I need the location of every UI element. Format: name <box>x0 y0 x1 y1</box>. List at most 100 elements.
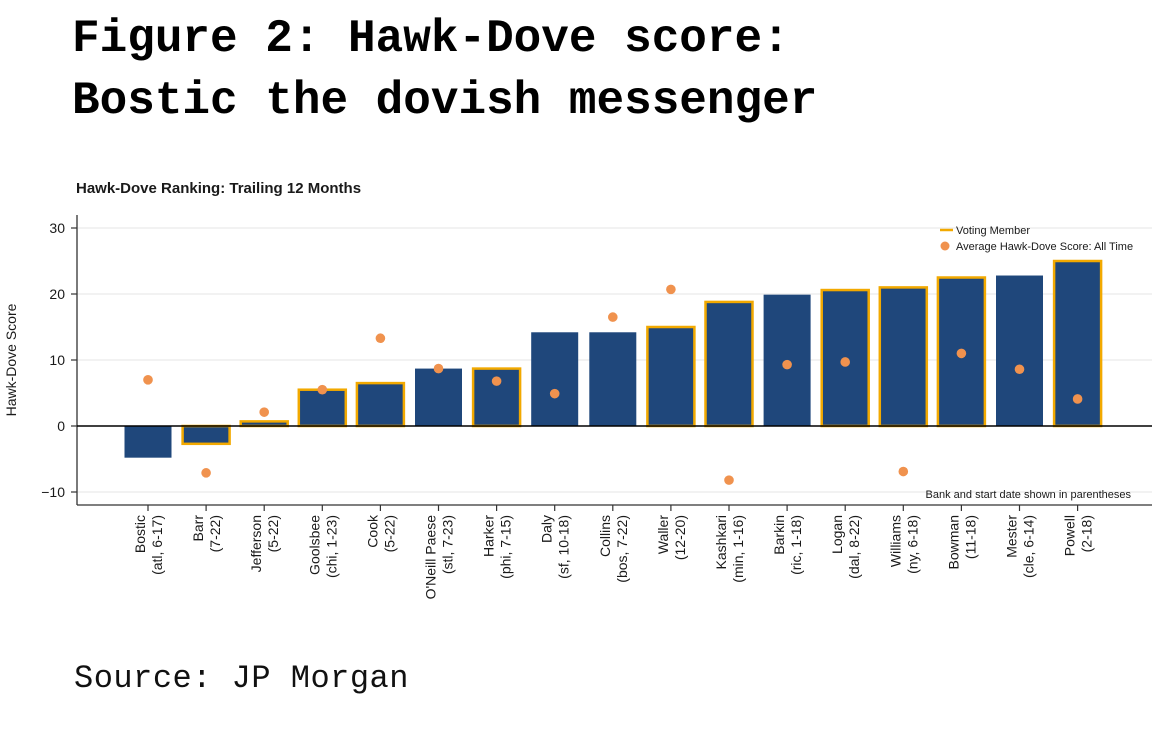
x-tick-label: Barkin (ric, 1-18) <box>771 515 804 575</box>
x-tick-label: Collins (bos, 7-22) <box>597 515 630 583</box>
x-tick-detail: (atl, 6-17) <box>149 515 165 575</box>
average-score-dot <box>724 475 734 485</box>
x-tick-detail: (7-22) <box>207 515 223 552</box>
bar-mester <box>996 275 1043 426</box>
x-tick-name: Bowman <box>945 515 961 569</box>
x-tick-label: Logan (dal, 8-22) <box>829 515 862 579</box>
bar-daly <box>531 332 579 426</box>
average-score-dot <box>1014 364 1025 375</box>
headline-line-1: Figure 2: Hawk-Dove score: <box>72 13 790 65</box>
x-tick-name: Mester <box>1004 515 1020 558</box>
x-tick-detail: (phi, 7-15) <box>498 515 514 579</box>
x-tick-label: Barr (7-22) <box>190 515 223 553</box>
x-tick-name: Bostic <box>132 515 148 553</box>
average-score-dot <box>898 466 909 477</box>
average-score-dot <box>549 388 560 399</box>
average-score-dot <box>1072 394 1083 404</box>
x-tick-label: Kashkari (min, 1-16) <box>713 515 746 583</box>
x-tick-detail: (chi, 1-23) <box>323 515 339 578</box>
x-tick-detail: (stl, 7-23) <box>440 515 456 574</box>
bar-waller <box>646 325 696 428</box>
y-axis-label: Hawk-Dove Score <box>3 303 19 416</box>
bar-collins <box>589 332 637 426</box>
bar-kashkari <box>704 300 754 428</box>
average-score-dot <box>608 312 618 322</box>
x-tick-label: Bostic (atl, 6-17) <box>132 515 165 575</box>
x-tick-label: Goolsbee (chi, 1-23) <box>306 515 339 578</box>
x-tick-label: Williams (ny, 6-18) <box>887 515 920 574</box>
average-score-dot <box>317 384 328 395</box>
y-tick-label: 0 <box>57 418 65 434</box>
bar-o-neill-paese <box>415 368 462 426</box>
average-dots <box>143 284 1083 485</box>
bar-williams <box>878 286 929 428</box>
bar-bostic <box>124 426 172 458</box>
x-tick-name: Barr <box>190 515 206 542</box>
x-tick-name: Collins <box>597 515 613 557</box>
x-tick-name: Goolsbee <box>306 515 322 575</box>
bar-barr <box>181 424 231 446</box>
figure-headline: Figure 2: Hawk-Dove score: Bostic the do… <box>72 8 817 132</box>
x-tick-label: Daly (sf, 10-18) <box>539 515 572 579</box>
x-tick-name: Kashkari <box>713 515 729 569</box>
average-score-dot <box>375 333 386 344</box>
x-tick-detail: (11-18) <box>962 515 978 559</box>
average-score-dot <box>201 468 211 478</box>
average-score-dot <box>491 376 502 386</box>
bars <box>124 259 1103 458</box>
x-tick-name: Cook <box>364 514 380 548</box>
x-tick-name: Logan <box>829 515 845 554</box>
bar-cook <box>355 381 406 428</box>
legend-voting-member-label: Voting Member <box>956 225 1030 237</box>
source-note: Source: JP Morgan <box>74 660 409 697</box>
axes <box>76 215 1152 506</box>
x-tick-label: Powell (2-18) <box>1062 515 1095 556</box>
x-tick-detail: (ric, 1-18) <box>788 515 804 575</box>
average-score-dot <box>259 407 270 417</box>
y-tick-label: −10 <box>41 484 65 500</box>
legend-average-score-swatch <box>940 241 950 251</box>
y-tick-labels: −10 0 10 20 30 <box>41 220 65 500</box>
x-tick-detail: (dal, 8-22) <box>846 515 862 579</box>
x-tick-detail: (bos, 7-22) <box>614 515 630 583</box>
x-tick-label: Waller (12-20) <box>655 515 688 560</box>
x-tick-labels: Bostic (atl, 6-17) Barr (7-22) Jefferson (5-2… <box>132 505 1095 599</box>
y-tick-label: 30 <box>49 220 65 236</box>
x-tick-detail: (5-22) <box>381 515 397 552</box>
x-tick-detail: (12-20) <box>672 515 688 560</box>
average-score-dot <box>666 284 676 295</box>
x-tick-name: Harker <box>481 515 497 557</box>
x-tick-name: O'Neill Paese <box>423 515 439 600</box>
average-score-dot <box>782 359 792 370</box>
hawk-dove-chart: Hawk-Dove Ranking: Trailing 12 Months Ha… <box>3 180 1152 599</box>
x-tick-label: Jefferson (5-22) <box>248 515 281 572</box>
x-tick-detail: (min, 1-16) <box>730 515 746 583</box>
x-tick-label: Cook (5-22) <box>364 514 397 552</box>
average-score-dot <box>956 348 967 359</box>
x-tick-label: Bowman (11-18) <box>945 515 978 569</box>
legend-average-score-label: Average Hawk-Dove Score: All Time <box>956 241 1133 253</box>
chart-annotation: Bank and start date shown in parentheses <box>926 489 1132 501</box>
chart-title: Hawk-Dove Ranking: Trailing 12 Months <box>76 180 361 197</box>
average-score-dot <box>840 357 850 367</box>
x-tick-name: Powell <box>1062 515 1078 556</box>
x-tick-name: Daly <box>539 515 555 543</box>
x-tick-detail: (cle, 6-14) <box>1021 515 1037 578</box>
x-tick-name: Williams <box>887 515 903 567</box>
x-tick-label: Harker (phi, 7-15) <box>481 515 514 579</box>
x-tick-label: O'Neill Paese (stl, 7-23) <box>423 515 456 600</box>
y-tick-label: 20 <box>49 286 65 302</box>
y-tick-label: 10 <box>49 352 65 368</box>
average-score-dot <box>433 363 444 374</box>
x-tick-name: Waller <box>655 515 671 554</box>
legend: Voting Member Average Hawk-Dove Score: A… <box>940 225 1133 253</box>
x-tick-name: Jefferson <box>248 515 264 572</box>
x-tick-detail: (2-18) <box>1079 515 1095 552</box>
headline-line-2: Bostic the dovish messenger <box>72 75 818 127</box>
x-tick-name: Barkin <box>771 515 787 555</box>
x-tick-detail: (sf, 10-18) <box>556 515 572 579</box>
bar-goolsbee <box>297 388 348 428</box>
x-tick-detail: (ny, 6-18) <box>904 515 920 574</box>
average-score-dot <box>143 375 153 385</box>
x-tick-label: Mester (cle, 6-14) <box>1004 515 1037 578</box>
